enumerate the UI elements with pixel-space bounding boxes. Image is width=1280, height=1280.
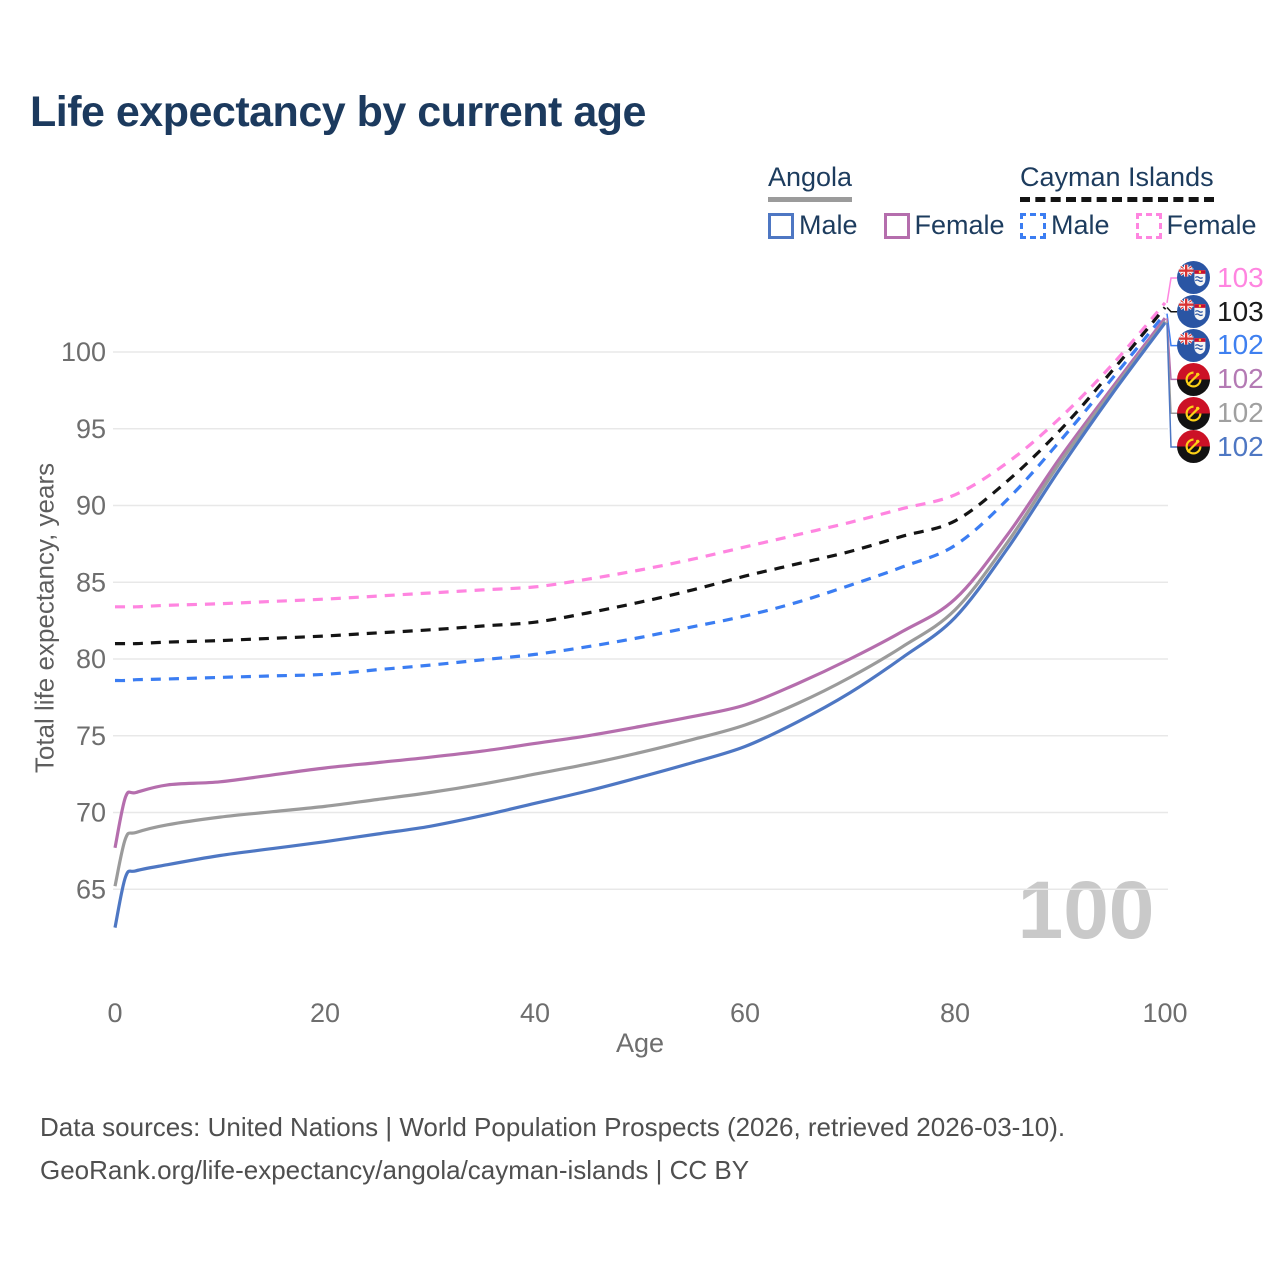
y-tick-label-85: 85 [76, 567, 106, 597]
end-label-value: 103 [1217, 261, 1264, 293]
legend-item-cayman-female[interactable]: Female [1135, 210, 1257, 241]
legend-country-angola[interactable]: Angola [768, 162, 853, 202]
end-label-row: 102 [1177, 362, 1264, 396]
chart-title: Life expectancy by current age [30, 88, 646, 136]
end-label-connector [1166, 313, 1177, 347]
end-label-row: 103 [1177, 295, 1264, 329]
y-tick-label-90: 90 [76, 491, 106, 521]
x-tick-label-20: 20 [310, 998, 340, 1028]
legend-swatch-angola-female [883, 212, 910, 239]
legend-swatch-cayman-male [1020, 212, 1046, 239]
angola-flag-icon [1177, 397, 1210, 430]
series-line-cayman-islands-male [114, 312, 1167, 683]
x-tick-label-40: 40 [520, 998, 550, 1028]
series-line-angola-both-sexes [113, 320, 1167, 887]
angola-flag-icon [1177, 430, 1210, 463]
y-tick-label-95: 95 [76, 414, 106, 444]
legend-swatch-angola-male [768, 212, 794, 239]
x-tick-label-80: 80 [940, 998, 970, 1028]
series-line-angola-female [113, 317, 1167, 849]
end-label-value: 102 [1217, 329, 1264, 361]
legend-country-cayman[interactable]: Cayman Islands [1020, 162, 1214, 202]
end-label-row: 103 [1177, 261, 1264, 295]
y-tick-label-70: 70 [76, 798, 106, 828]
end-label-value: 102 [1217, 430, 1264, 462]
series-line-cayman-islands-female [114, 301, 1167, 609]
legend-item-cayman-male[interactable]: Male [1020, 210, 1110, 241]
series-line-angola-male [113, 321, 1167, 928]
legend-label-angola-female: Female [914, 210, 1005, 240]
x-tick-label-60: 60 [730, 998, 760, 1028]
legend-swatch-cayman-female [1135, 212, 1162, 239]
end-label-value: 102 [1217, 363, 1264, 395]
y-tick-label-65: 65 [76, 874, 106, 904]
end-label-value: 103 [1217, 295, 1264, 327]
end-label-row: 102 [1177, 430, 1264, 464]
legend-label-cayman-male: Male [1051, 210, 1110, 240]
cayman-islands-flag-icon [1177, 295, 1210, 328]
end-label-connector [1166, 277, 1177, 303]
end-label-connector [1166, 306, 1177, 313]
cayman-islands-flag-icon [1177, 261, 1210, 294]
footer-data-sources: Data sources: United Nations | World Pop… [40, 1112, 1066, 1142]
cayman-islands-flag-icon [1177, 329, 1210, 362]
footer-attribution: GeoRank.org/life-expectancy/angola/cayma… [40, 1155, 750, 1185]
x-tick-label-100: 100 [1142, 998, 1187, 1028]
legend-row-angola: Male Female [768, 210, 1005, 241]
end-label-value: 102 [1217, 397, 1264, 429]
series-line-cayman-islands-both-sexes [114, 306, 1167, 646]
x-axis-title: Age [615, 1028, 665, 1058]
watermark-age-indicator: 100 [1017, 865, 1155, 956]
end-label-row: 102 [1177, 396, 1264, 430]
legend-item-angola-male[interactable]: Male [768, 210, 858, 241]
end-label-row: 102 [1177, 329, 1264, 363]
end-label-connector [1166, 322, 1177, 448]
footer: Data sources: United Nations | World Pop… [40, 1106, 1065, 1192]
legend-group-angola: Angola Male Female [768, 162, 1005, 241]
legend-item-angola-female[interactable]: Female [883, 210, 1005, 241]
y-tick-label-100: 100 [61, 337, 106, 367]
legend-group-cayman: Cayman Islands Male Female [1020, 162, 1257, 241]
legend-label-angola-male: Male [799, 210, 858, 240]
x-tick-label-0: 0 [107, 998, 122, 1028]
end-labels: 103 103 102 102 102 102 [1177, 261, 1264, 464]
y-tick-label-80: 80 [76, 644, 106, 674]
legend-row-cayman: Male Female [1020, 210, 1257, 241]
angola-flag-icon [1177, 363, 1210, 396]
legend-label-cayman-female: Female [1166, 210, 1257, 240]
y-tick-label-75: 75 [76, 721, 106, 751]
